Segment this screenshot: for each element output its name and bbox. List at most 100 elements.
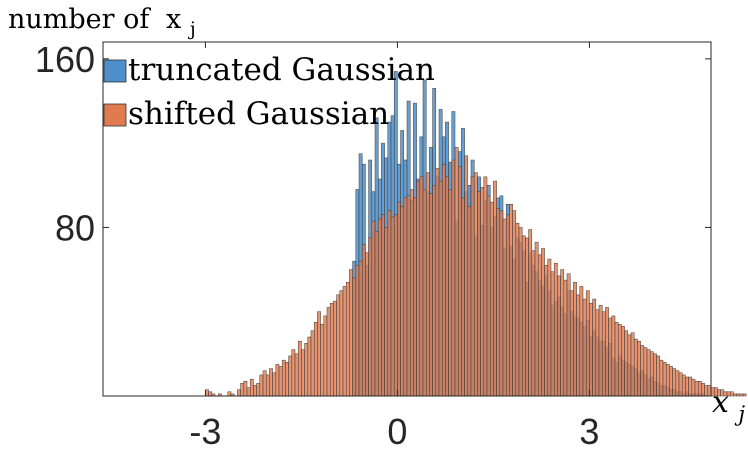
histogram-bar bbox=[278, 366, 283, 397]
histogram-bar bbox=[649, 351, 654, 397]
histogram-bar bbox=[227, 391, 232, 397]
histogram-bar bbox=[675, 370, 680, 397]
histogram-bar bbox=[294, 353, 299, 397]
histogram-bar bbox=[742, 393, 747, 397]
histogram-bar bbox=[566, 273, 571, 397]
y-tick-label: 80 bbox=[55, 207, 95, 248]
histogram-bar bbox=[598, 305, 603, 397]
histogram-bar bbox=[672, 368, 677, 397]
histogram-bar bbox=[512, 210, 517, 397]
histogram-bar bbox=[605, 307, 609, 397]
histogram-bar bbox=[339, 290, 344, 397]
histogram-bar bbox=[521, 235, 526, 397]
x-tick-label: 3 bbox=[579, 411, 599, 451]
histogram-bar bbox=[614, 322, 619, 397]
ticks-layer: -3 0 3 80 160 bbox=[35, 39, 711, 451]
histogram-bar bbox=[365, 252, 369, 397]
histogram-bar bbox=[502, 218, 507, 397]
histogram-bar bbox=[617, 324, 622, 397]
histogram-bar bbox=[550, 271, 555, 397]
histogram-bar bbox=[381, 214, 385, 397]
histogram-bar bbox=[611, 315, 616, 397]
histogram-bar bbox=[582, 298, 587, 397]
histogram-bar bbox=[320, 324, 325, 397]
histogram-bar bbox=[269, 368, 273, 397]
histogram-bar bbox=[413, 197, 417, 397]
histogram-bar bbox=[688, 376, 693, 397]
histogram-bar bbox=[499, 210, 504, 397]
histogram-bar bbox=[355, 265, 360, 397]
histogram-bar bbox=[470, 176, 475, 397]
histogram-bar bbox=[496, 208, 501, 397]
histogram-bar bbox=[397, 201, 401, 397]
histogram-bar bbox=[697, 381, 702, 397]
histogram-bar bbox=[422, 189, 427, 397]
histogram-bar bbox=[467, 206, 472, 397]
histogram-bar bbox=[297, 340, 302, 397]
histogram-bar bbox=[486, 195, 491, 397]
histogram-bar bbox=[589, 303, 593, 397]
histogram-bar bbox=[518, 227, 523, 397]
y-axis-label-text: number of bbox=[8, 4, 151, 35]
histogram-bar bbox=[595, 309, 600, 397]
histogram-bar bbox=[323, 315, 328, 397]
histogram-bar bbox=[291, 349, 296, 397]
histogram-bar bbox=[483, 176, 488, 397]
histogram-bar bbox=[240, 383, 245, 397]
histogram-bar bbox=[317, 311, 321, 397]
histogram-bar bbox=[534, 241, 539, 397]
histogram-bar bbox=[419, 176, 424, 397]
histogram-bar bbox=[681, 374, 686, 397]
histogram-bar bbox=[285, 362, 289, 397]
histogram-bar bbox=[643, 347, 648, 397]
legend-swatch-truncated bbox=[103, 59, 127, 83]
histogram-bar bbox=[272, 372, 277, 397]
histogram-bar bbox=[313, 322, 318, 397]
histogram-bar bbox=[281, 359, 286, 397]
histogram-bar bbox=[563, 279, 568, 397]
histogram-bar bbox=[461, 197, 465, 397]
histogram-bar bbox=[601, 311, 606, 397]
histogram-bar bbox=[342, 286, 347, 397]
histogram-bar bbox=[630, 332, 635, 397]
histogram-bar bbox=[326, 307, 331, 397]
histogram-bar bbox=[352, 277, 357, 397]
histogram-bar bbox=[637, 340, 641, 397]
histogram-bar bbox=[477, 191, 481, 397]
histogram-bar bbox=[646, 349, 651, 397]
y-tick-label: 160 bbox=[35, 39, 95, 80]
y-axis-label-subscript: j bbox=[188, 18, 196, 40]
histogram-bar bbox=[691, 378, 696, 397]
histogram-bar bbox=[307, 336, 312, 397]
histogram-bar bbox=[544, 265, 549, 397]
histogram-bar bbox=[547, 258, 552, 397]
histogram-bar bbox=[249, 378, 254, 397]
histogram-bar bbox=[377, 218, 382, 397]
histogram-bar bbox=[256, 383, 261, 397]
histogram-bar bbox=[406, 195, 411, 397]
histogram-bar bbox=[400, 206, 405, 397]
histogram-bar bbox=[387, 210, 392, 397]
histogram-bar bbox=[445, 176, 449, 397]
histogram-bar bbox=[585, 290, 590, 397]
histogram-bar bbox=[304, 343, 309, 397]
histogram-bar bbox=[243, 381, 248, 397]
histogram-bar bbox=[553, 263, 558, 397]
histogram-bar bbox=[301, 349, 305, 397]
histogram-bar bbox=[454, 147, 459, 397]
histogram-bar bbox=[448, 189, 453, 397]
histogram-bar bbox=[704, 385, 709, 397]
histogram-bar bbox=[374, 231, 379, 397]
histogram-bar bbox=[739, 393, 744, 397]
histogram-bar bbox=[525, 237, 529, 397]
histogram-bar bbox=[237, 389, 241, 397]
histogram-bar bbox=[557, 275, 561, 397]
histogram-bar bbox=[515, 222, 520, 397]
histogram-bar bbox=[425, 172, 430, 397]
histogram-bar bbox=[531, 250, 536, 397]
histogram-bar bbox=[669, 366, 673, 397]
histogram-bar bbox=[390, 216, 395, 397]
histogram-bar bbox=[246, 387, 251, 397]
histogram-bar bbox=[464, 155, 469, 397]
